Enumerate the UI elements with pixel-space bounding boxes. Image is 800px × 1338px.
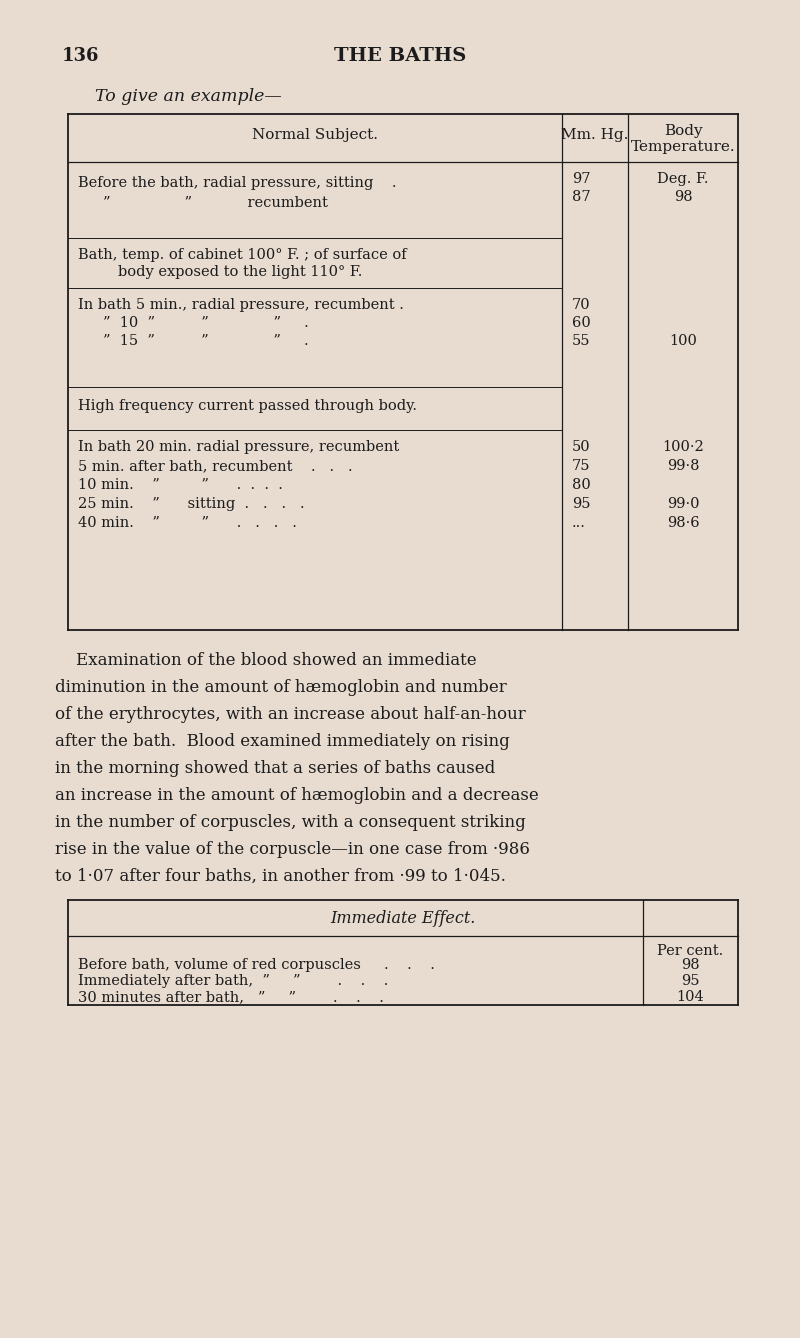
Text: 75: 75 xyxy=(572,459,590,474)
Text: Examination of the blood showed an immediate: Examination of the blood showed an immed… xyxy=(55,652,477,669)
Text: rise in the value of the corpuscle—in one case from ·986: rise in the value of the corpuscle—in on… xyxy=(55,842,530,858)
Text: 50: 50 xyxy=(572,440,590,454)
Text: 95: 95 xyxy=(572,496,590,511)
Text: Normal Subject.: Normal Subject. xyxy=(252,128,378,142)
Text: 98·6: 98·6 xyxy=(666,516,699,530)
Text: 99·0: 99·0 xyxy=(666,496,699,511)
Text: Before the bath, radial pressure, sitting    .: Before the bath, radial pressure, sittin… xyxy=(78,177,397,190)
Text: 99·8: 99·8 xyxy=(666,459,699,474)
Text: 55: 55 xyxy=(572,334,590,348)
Text: 100: 100 xyxy=(669,334,697,348)
Text: body exposed to the light 110° F.: body exposed to the light 110° F. xyxy=(118,265,362,280)
Text: 98: 98 xyxy=(674,190,692,203)
Text: 30 minutes after bath,   ”     ”        .    .    .: 30 minutes after bath, ” ” . . . xyxy=(78,990,384,1004)
Text: 104: 104 xyxy=(676,990,704,1004)
Text: ”  10  ”          ”              ”     .: ” 10 ” ” ” . xyxy=(103,316,309,330)
Text: of the erythrocytes, with an increase about half-an-hour: of the erythrocytes, with an increase ab… xyxy=(55,706,526,723)
Text: 80: 80 xyxy=(572,478,590,492)
Text: To give an example—: To give an example— xyxy=(95,88,282,104)
Text: In bath 5 min., radial pressure, recumbent .: In bath 5 min., radial pressure, recumbe… xyxy=(78,298,404,312)
Text: Body: Body xyxy=(664,124,702,138)
Text: ...: ... xyxy=(572,516,586,530)
Text: Deg. F.: Deg. F. xyxy=(658,173,709,186)
Text: an increase in the amount of hæmoglobin and a decrease: an increase in the amount of hæmoglobin … xyxy=(55,787,538,804)
Text: Immediate Effect.: Immediate Effect. xyxy=(330,910,476,927)
Text: 10 min.    ”         ”      .  .  .  .: 10 min. ” ” . . . . xyxy=(78,478,283,492)
Text: 97: 97 xyxy=(572,173,590,186)
Text: 5 min. after bath, recumbent    .   .   .: 5 min. after bath, recumbent . . . xyxy=(78,459,353,474)
Text: after the bath.  Blood examined immediately on rising: after the bath. Blood examined immediate… xyxy=(55,733,510,751)
Text: 25 min.    ”      sitting  .   .   .   .: 25 min. ” sitting . . . . xyxy=(78,496,305,511)
Text: 70: 70 xyxy=(572,298,590,312)
Text: 40 min.    ”         ”      .   .   .   .: 40 min. ” ” . . . . xyxy=(78,516,297,530)
Text: Mm. Hg.: Mm. Hg. xyxy=(562,128,629,142)
Text: High frequency current passed through body.: High frequency current passed through bo… xyxy=(78,399,417,413)
Text: Before bath, volume of red corpuscles     .    .    .: Before bath, volume of red corpuscles . … xyxy=(78,958,435,971)
Text: Temperature.: Temperature. xyxy=(630,140,735,154)
Text: 95: 95 xyxy=(681,974,699,987)
Text: Immediately after bath,  ”     ”        .    .    .: Immediately after bath, ” ” . . . xyxy=(78,974,388,987)
Text: 136: 136 xyxy=(62,47,99,66)
Text: diminution in the amount of hæmoglobin and number: diminution in the amount of hæmoglobin a… xyxy=(55,678,506,696)
Text: in the number of corpuscles, with a consequent striking: in the number of corpuscles, with a cons… xyxy=(55,814,526,831)
Text: Per cent.: Per cent. xyxy=(657,945,723,958)
Text: 60: 60 xyxy=(572,316,590,330)
Text: 87: 87 xyxy=(572,190,590,203)
Text: ”                ”            recumbent: ” ” recumbent xyxy=(103,195,328,210)
Text: ”  15  ”          ”              ”     .: ” 15 ” ” ” . xyxy=(103,334,309,348)
Text: Bath, temp. of cabinet 100° F. ; of surface of: Bath, temp. of cabinet 100° F. ; of surf… xyxy=(78,248,406,262)
Text: 98: 98 xyxy=(681,958,699,971)
Text: in the morning showed that a series of baths caused: in the morning showed that a series of b… xyxy=(55,760,495,777)
Text: to 1·07 after four baths, in another from ·99 to 1·045.: to 1·07 after four baths, in another fro… xyxy=(55,868,506,884)
Text: 100·2: 100·2 xyxy=(662,440,704,454)
Text: THE BATHS: THE BATHS xyxy=(334,47,466,66)
Text: In bath 20 min. radial pressure, recumbent: In bath 20 min. radial pressure, recumbe… xyxy=(78,440,399,454)
